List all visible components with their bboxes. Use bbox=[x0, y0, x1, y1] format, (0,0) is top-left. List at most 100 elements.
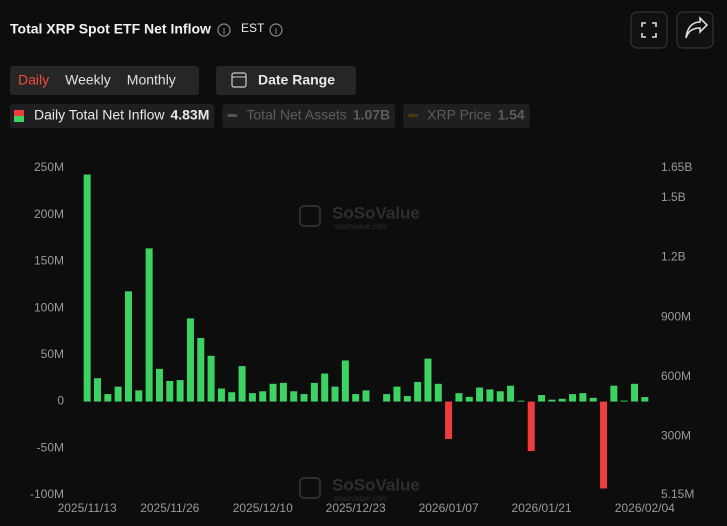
y-tick-label: -50M bbox=[37, 440, 64, 454]
bar[interactable] bbox=[538, 395, 546, 402]
bar[interactable] bbox=[589, 397, 597, 402]
bar[interactable] bbox=[383, 394, 391, 402]
bar[interactable] bbox=[579, 393, 587, 402]
legend-box bbox=[10, 104, 215, 128]
watermark: SoSoValue bbox=[332, 475, 420, 494]
bar[interactable] bbox=[641, 397, 649, 402]
y-tick-label: 50M bbox=[41, 347, 64, 361]
y2-tick-label: 900M bbox=[661, 309, 691, 323]
bar[interactable] bbox=[300, 394, 308, 402]
bar[interactable] bbox=[321, 373, 329, 402]
bar[interactable] bbox=[352, 394, 360, 402]
bar[interactable] bbox=[424, 358, 432, 402]
bar[interactable] bbox=[176, 380, 184, 402]
legend-name: XRP Price bbox=[427, 107, 492, 123]
timezone[interactable]: EST bbox=[241, 21, 265, 35]
bar[interactable] bbox=[341, 360, 349, 402]
bar[interactable] bbox=[496, 391, 504, 402]
bar[interactable] bbox=[166, 381, 174, 402]
y2-tick-label: 300M bbox=[661, 429, 691, 443]
bar[interactable] bbox=[217, 388, 225, 402]
y-tick-label: -100M bbox=[30, 487, 64, 501]
y-tick-label: 200M bbox=[34, 207, 64, 221]
bar[interactable] bbox=[548, 399, 556, 402]
watermark-logo bbox=[299, 205, 321, 227]
bar[interactable] bbox=[186, 318, 194, 402]
bar[interactable] bbox=[331, 386, 339, 402]
bar[interactable] bbox=[93, 378, 101, 402]
tab-group bbox=[10, 66, 199, 95]
bar[interactable] bbox=[290, 391, 298, 402]
legend-value: 1.07B bbox=[353, 107, 390, 123]
info-icon[interactable] bbox=[269, 23, 283, 37]
legend-item[interactable]: Daily Total Net Inflow 4.83M bbox=[10, 104, 215, 128]
tab[interactable]: Monthly bbox=[127, 72, 176, 88]
x-tick-label: 2025/11/26 bbox=[140, 501, 199, 515]
bar[interactable] bbox=[445, 401, 453, 439]
y-tick-label: 0 bbox=[57, 394, 64, 408]
bar[interactable] bbox=[558, 398, 566, 402]
x-tick-label: 2026/02/04 bbox=[615, 501, 675, 515]
bar[interactable] bbox=[269, 383, 277, 402]
bar[interactable] bbox=[83, 174, 91, 402]
date-range-button[interactable]: Date Range bbox=[216, 66, 356, 95]
legend-item[interactable]: XRP Price 1.54 bbox=[403, 104, 530, 128]
bar[interactable] bbox=[362, 390, 370, 402]
bar[interactable] bbox=[486, 389, 494, 402]
tab[interactable]: Daily bbox=[18, 72, 49, 88]
legend-swatch bbox=[14, 110, 24, 116]
bar[interactable] bbox=[238, 366, 246, 402]
legend-swatch bbox=[14, 116, 24, 122]
bar[interactable] bbox=[620, 400, 628, 402]
bar[interactable] bbox=[600, 401, 608, 489]
info-icon[interactable] bbox=[217, 23, 231, 37]
bar[interactable] bbox=[135, 390, 143, 402]
bar[interactable] bbox=[155, 368, 163, 402]
bar[interactable] bbox=[207, 355, 215, 402]
watermark-logo bbox=[299, 477, 321, 499]
bar[interactable] bbox=[414, 381, 422, 402]
bar[interactable] bbox=[465, 396, 473, 402]
bar[interactable] bbox=[631, 383, 639, 402]
watermark: SoSoValue bbox=[332, 203, 420, 222]
fullscreen-button[interactable] bbox=[630, 11, 668, 49]
legend-value: 4.83M bbox=[170, 107, 209, 123]
x-tick-label: 2025/12/23 bbox=[326, 501, 386, 515]
bar[interactable] bbox=[228, 392, 236, 402]
bar[interactable] bbox=[517, 400, 525, 402]
bar[interactable] bbox=[310, 382, 318, 402]
bar[interactable] bbox=[393, 386, 401, 402]
legend-box bbox=[403, 104, 530, 128]
bar[interactable] bbox=[403, 395, 411, 402]
x-tick-label: 2026/01/07 bbox=[419, 501, 479, 515]
y2-tick-label: 1.5B bbox=[661, 190, 686, 204]
bar[interactable] bbox=[197, 338, 205, 402]
bar[interactable] bbox=[610, 385, 618, 402]
x-tick-label: 2025/11/13 bbox=[58, 501, 117, 515]
tab[interactable]: Weekly bbox=[65, 72, 111, 88]
bar[interactable] bbox=[279, 382, 287, 402]
y-tick-label: 250M bbox=[34, 160, 64, 174]
bar[interactable] bbox=[259, 391, 267, 402]
bar[interactable] bbox=[145, 248, 153, 402]
y-tick-label: 100M bbox=[34, 300, 64, 314]
bar[interactable] bbox=[476, 387, 484, 402]
share-button[interactable] bbox=[676, 11, 714, 49]
bar[interactable] bbox=[569, 394, 577, 402]
date-range-label[interactable]: Date Range bbox=[258, 72, 335, 88]
bar[interactable] bbox=[434, 383, 442, 402]
legend-swatch bbox=[408, 114, 419, 117]
bar[interactable] bbox=[507, 385, 515, 402]
watermark-url: sosovalue.com bbox=[334, 494, 388, 503]
chart-title: Total XRP Spot ETF Net Inflow bbox=[10, 21, 211, 37]
bar[interactable] bbox=[455, 393, 463, 402]
bar[interactable] bbox=[114, 386, 122, 402]
legend-name: Daily Total Net Inflow bbox=[34, 107, 165, 123]
bar[interactable] bbox=[248, 393, 256, 402]
watermark-url: sosovalue.com bbox=[334, 222, 388, 231]
legend-item[interactable]: Total Net Assets 1.07B bbox=[222, 104, 396, 128]
bar[interactable] bbox=[527, 401, 535, 452]
bar[interactable] bbox=[104, 394, 112, 402]
bar[interactable] bbox=[124, 291, 132, 402]
